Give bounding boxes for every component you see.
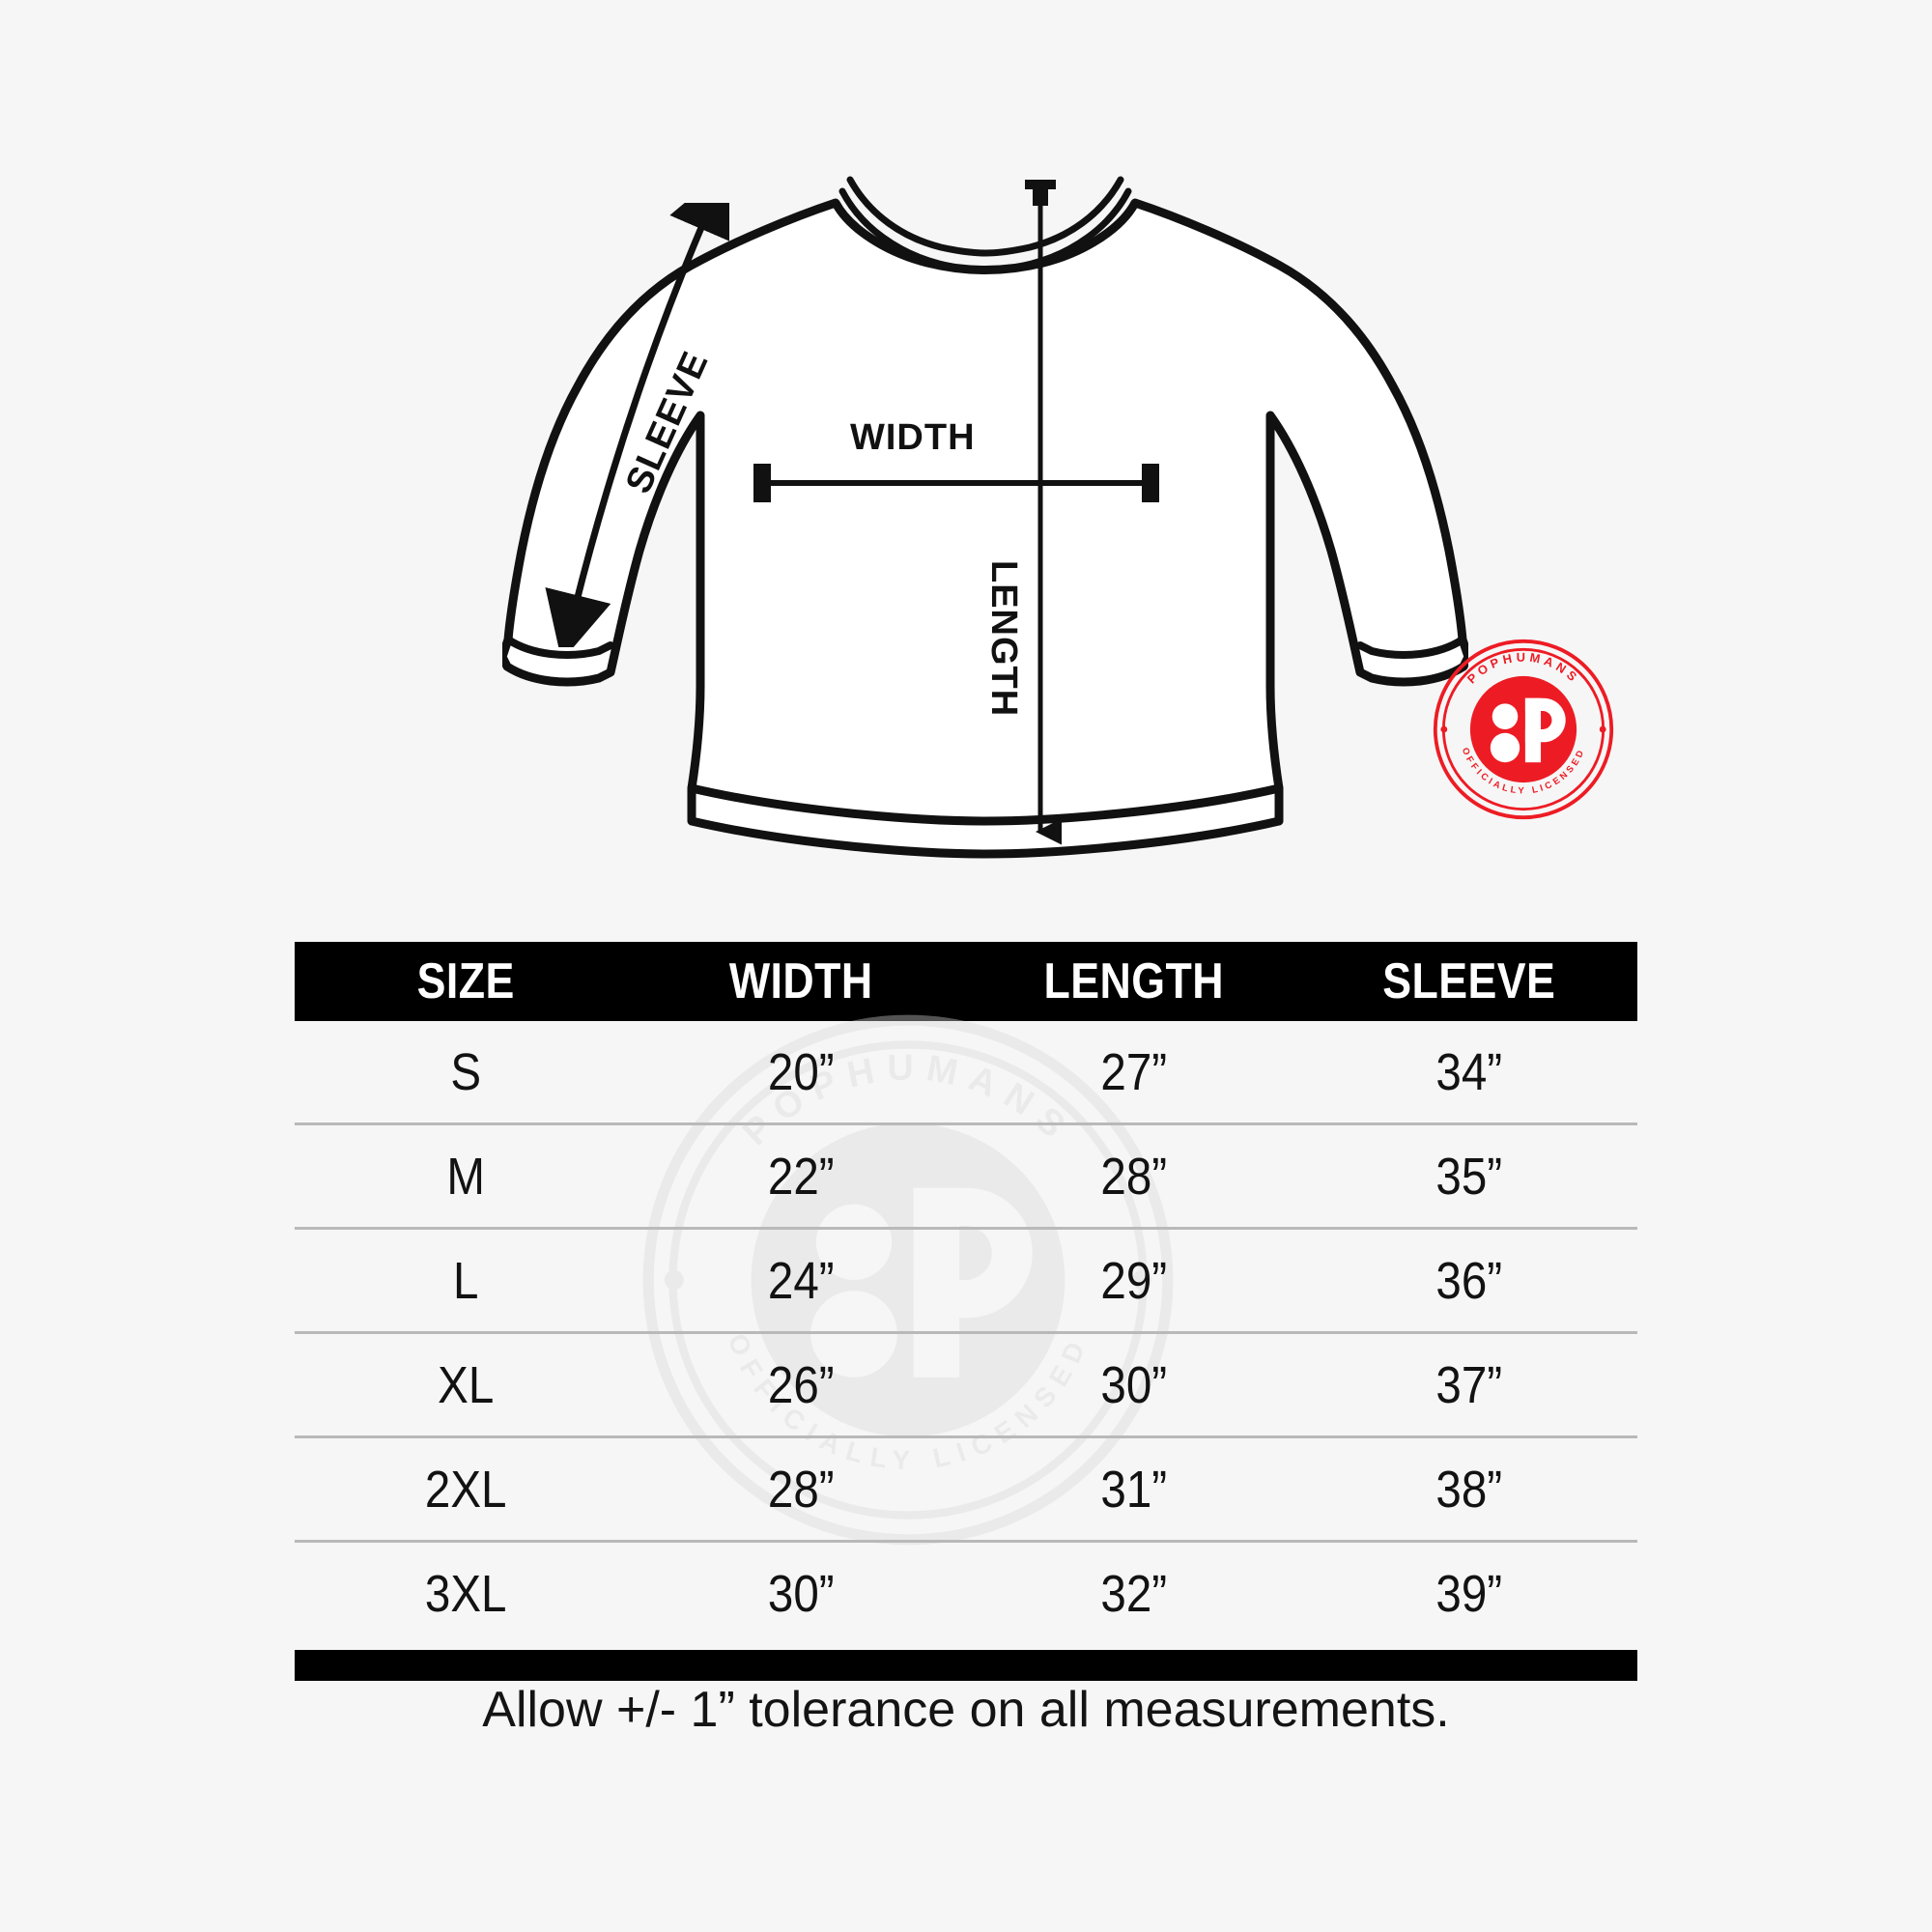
cell-sleeve: 34” [1435,1042,1503,1101]
cell-width: 30” [768,1564,836,1623]
cell-size: L [452,1251,479,1310]
table-bottom-bar [295,1650,1637,1681]
cell-length: 28” [1100,1147,1168,1206]
width-label: WIDTH [850,417,976,458]
cell-sleeve: 39” [1435,1564,1503,1623]
table-header-row: SIZE WIDTH LENGTH SLEEVE [295,942,1637,1021]
table-row: S 20” 27” 34” [295,1021,1637,1125]
cell-size: S [450,1042,482,1101]
pophumans-logo-icon: POPHUMANS OFFICIALLY LICENSED [1433,639,1614,820]
table-row: M 22” 28” 35” [295,1125,1637,1230]
cell-length: 31” [1100,1460,1168,1519]
size-chart-table: SIZE WIDTH LENGTH SLEEVE S 20” 27” 34” M… [295,942,1637,1681]
table-row: 3XL 30” 32” 39” [295,1543,1637,1644]
cell-width: 22” [768,1147,836,1206]
cell-width: 28” [768,1460,836,1519]
cell-width: 24” [768,1251,836,1310]
cell-size: XL [438,1355,495,1414]
column-header-length: LENGTH [1043,953,1224,1009]
cell-length: 32” [1100,1564,1168,1623]
cell-sleeve: 35” [1435,1147,1503,1206]
cell-length: 29” [1100,1251,1168,1310]
cell-sleeve: 38” [1435,1460,1503,1519]
table-row: L 24” 29” 36” [295,1230,1637,1334]
cell-width: 26” [768,1355,836,1414]
sweatshirt-line-drawing [502,176,1468,859]
column-header-sleeve: SLEEVE [1382,953,1556,1009]
garment-illustration: WIDTH LENGTH SLEEVE POPHUMANS [0,0,1932,927]
tolerance-note: Allow +/- 1” tolerance on all measuremen… [482,1682,1450,1738]
cell-length: 30” [1100,1355,1168,1414]
cell-size: 3XL [424,1564,507,1623]
table-row: 2XL 28” 31” 38” [295,1438,1637,1543]
cell-width: 20” [768,1042,836,1101]
cell-sleeve: 37” [1435,1355,1503,1414]
sleeve-measure-arrow [545,203,729,647]
column-header-size: SIZE [416,953,515,1009]
cell-size: 2XL [424,1460,507,1519]
table-row: XL 26” 30” 37” [295,1334,1637,1438]
length-label: LENGTH [983,560,1024,718]
column-header-width: WIDTH [729,953,874,1009]
length-measure-arrow [1025,180,1062,850]
width-measure-arrow [753,464,1159,502]
cell-length: 27” [1100,1042,1168,1101]
cell-size: M [446,1147,486,1206]
cell-sleeve: 36” [1435,1251,1503,1310]
